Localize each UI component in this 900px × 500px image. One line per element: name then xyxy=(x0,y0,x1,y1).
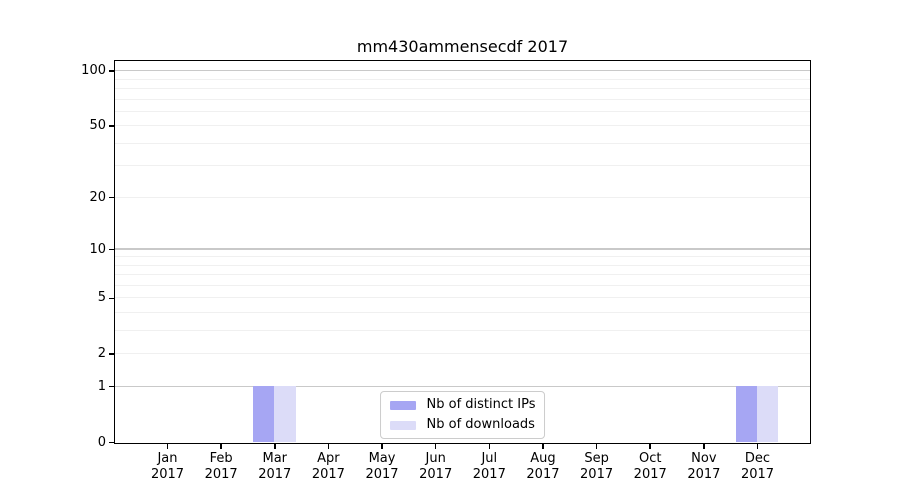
x-tick-month: Oct xyxy=(638,451,662,466)
x-tick-label: Jun 2017 xyxy=(404,451,468,483)
y-tick-mark xyxy=(109,385,114,388)
gridline-major xyxy=(115,70,810,72)
x-tick-label: Feb 2017 xyxy=(189,451,253,483)
y-tick-mark xyxy=(109,297,114,300)
legend-item-label: Nb of downloads xyxy=(426,417,535,432)
x-tick-month: Jun xyxy=(425,451,446,466)
x-tick-month: Jul xyxy=(481,451,498,466)
x-tick-mark xyxy=(381,444,383,449)
x-tick-year: 2017 xyxy=(311,467,345,482)
gridline-minor xyxy=(115,274,810,276)
y-tick-mark xyxy=(109,125,114,127)
legend-swatch xyxy=(389,420,416,430)
gridline-minor xyxy=(115,329,810,331)
x-tick-label: Dec 2017 xyxy=(726,451,790,483)
x-tick-label: Mar 2017 xyxy=(243,451,307,483)
legend-item: Nb of distinct IPs xyxy=(389,397,536,413)
x-tick-month: Dec xyxy=(744,451,771,466)
x-tick-label: May 2017 xyxy=(350,451,414,483)
x-tick-month: Sep xyxy=(584,451,609,466)
gridline-major xyxy=(115,385,810,387)
gridline-minor xyxy=(115,165,810,167)
gridline-minor xyxy=(115,87,810,89)
x-tick-month: Aug xyxy=(530,451,556,466)
plot-area: Nb of distinct IPs Nb of downloads xyxy=(114,60,811,444)
gridline-minor xyxy=(115,297,810,299)
gridline-minor xyxy=(115,142,810,144)
gridline-minor xyxy=(115,196,810,198)
x-tick-label: Jul 2017 xyxy=(457,451,521,483)
y-tick-label: 2 xyxy=(97,346,106,362)
x-tick-year: 2017 xyxy=(204,467,238,482)
y-tick-label: 20 xyxy=(89,189,106,205)
chart-title: mm430ammensecdf 2017 xyxy=(356,37,569,56)
y-tick-mark xyxy=(109,441,114,444)
x-tick-label: Oct 2017 xyxy=(618,451,682,483)
y-tick-mark xyxy=(109,70,114,72)
gridline-minor xyxy=(115,284,810,286)
bar-nb-of-downloads xyxy=(757,386,779,442)
legend-item-label: Nb of distinct IPs xyxy=(426,397,536,412)
x-tick-month: Jan xyxy=(157,451,178,466)
gridline-major xyxy=(115,248,810,250)
gridline-minor xyxy=(115,125,810,127)
x-tick-mark xyxy=(649,444,651,449)
x-tick-mark xyxy=(595,444,598,449)
x-tick-month: Mar xyxy=(262,451,288,466)
x-tick-mark xyxy=(166,444,169,449)
x-tick-label: Aug 2017 xyxy=(511,451,575,483)
y-tick-label: 0 xyxy=(97,434,106,450)
x-tick-month: Nov xyxy=(691,451,717,466)
x-tick-month: Apr xyxy=(317,451,340,466)
gridline-minor xyxy=(115,353,810,355)
gridline-minor xyxy=(115,256,810,258)
bar-nb-of-downloads xyxy=(274,386,296,442)
x-tick-label: Apr 2017 xyxy=(296,451,360,483)
gridline-minor xyxy=(115,78,810,80)
x-tick-label: Nov 2017 xyxy=(672,451,736,483)
x-tick-mark xyxy=(488,444,491,449)
x-tick-year: 2017 xyxy=(633,467,667,482)
y-tick-label: 5 xyxy=(97,290,106,306)
y-tick-label: 10 xyxy=(89,241,106,257)
gridline-minor xyxy=(115,264,810,266)
legend-swatch xyxy=(389,400,416,410)
x-tick-year: 2017 xyxy=(419,467,453,482)
x-tick-label: Sep 2017 xyxy=(565,451,629,483)
y-tick-mark xyxy=(109,353,114,355)
x-tick-year: 2017 xyxy=(258,467,292,482)
y-tick-label: 50 xyxy=(89,118,106,134)
bar-nb-of-distinct-ips xyxy=(252,386,275,442)
x-tick-month: May xyxy=(368,451,396,466)
x-tick-label: Jan 2017 xyxy=(136,451,200,483)
x-tick-year: 2017 xyxy=(687,467,721,482)
gridline-minor xyxy=(115,110,810,112)
x-tick-mark xyxy=(756,444,759,449)
gridline-minor xyxy=(115,312,810,314)
x-tick-mark xyxy=(327,444,330,449)
legend: Nb of distinct IPs Nb of downloads xyxy=(379,391,546,439)
x-tick-mark xyxy=(274,444,276,449)
y-tick-mark xyxy=(109,248,114,251)
x-tick-year: 2017 xyxy=(526,467,560,482)
legend-item: Nb of downloads xyxy=(389,417,536,433)
gridline-minor xyxy=(115,98,810,100)
x-tick-mark xyxy=(703,444,705,449)
x-tick-year: 2017 xyxy=(740,467,775,482)
y-tick-label: 1 xyxy=(97,378,106,394)
y-tick-label: 100 xyxy=(81,63,106,79)
x-tick-mark xyxy=(434,444,437,449)
x-tick-year: 2017 xyxy=(150,467,185,482)
x-tick-mark xyxy=(542,444,544,449)
x-tick-month: Feb xyxy=(209,451,233,466)
y-tick-mark xyxy=(109,196,114,199)
x-tick-year: 2017 xyxy=(580,467,614,482)
x-tick-mark xyxy=(220,444,222,449)
x-tick-year: 2017 xyxy=(365,467,399,482)
x-tick-year: 2017 xyxy=(472,467,506,482)
bar-nb-of-distinct-ips xyxy=(735,386,757,442)
